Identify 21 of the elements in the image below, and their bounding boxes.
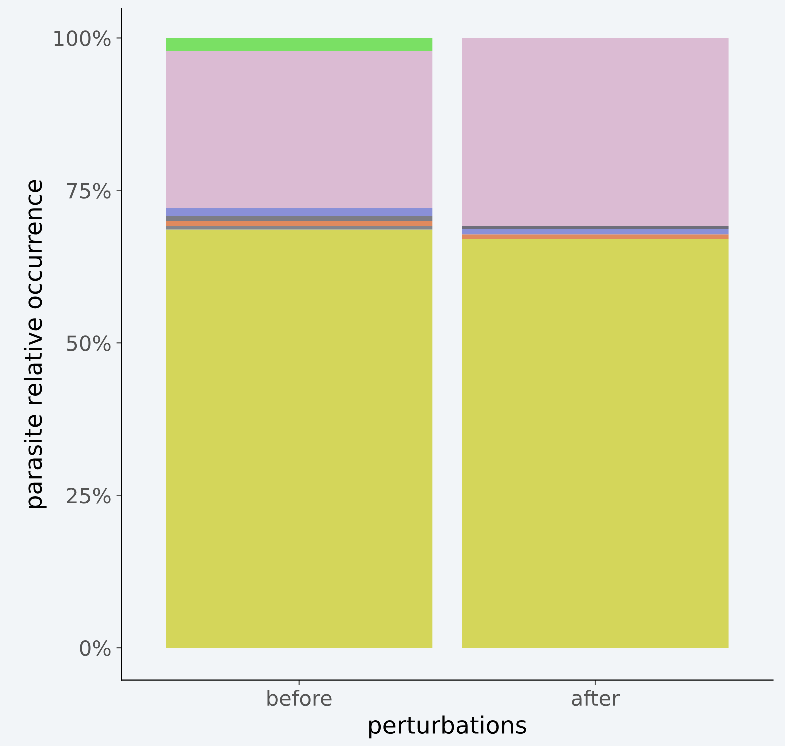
y-tick-label: 75% <box>67 183 111 199</box>
bar <box>166 38 433 52</box>
x-tick-label: before <box>268 690 332 706</box>
bar <box>462 234 729 240</box>
y-axis-title: parasite relative occurrence <box>24 180 47 508</box>
x-axis-title: perturbations <box>370 716 526 739</box>
bar <box>166 230 433 648</box>
bar <box>166 226 433 230</box>
bar <box>166 208 433 216</box>
bar <box>462 239 729 648</box>
bar <box>166 216 433 222</box>
y-tick-label: 50% <box>67 336 111 352</box>
bar <box>166 51 433 208</box>
y-tick-label: 0% <box>80 640 111 656</box>
y-tick-label: 100% <box>54 30 111 46</box>
bar <box>166 221 433 226</box>
bar <box>462 226 729 230</box>
bar <box>462 38 729 226</box>
y-tick-label: 25% <box>67 488 111 504</box>
bar <box>462 229 729 235</box>
x-tick-label: after <box>572 690 620 706</box>
